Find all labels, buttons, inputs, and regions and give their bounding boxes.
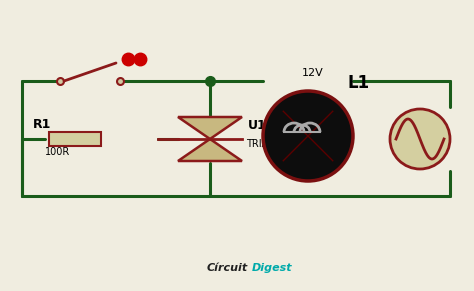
Polygon shape: [178, 117, 242, 139]
Text: TRIAC: TRIAC: [246, 139, 275, 149]
Circle shape: [263, 91, 353, 181]
Text: Círcuit: Círcuit: [207, 263, 248, 273]
Text: Digest: Digest: [252, 263, 292, 273]
FancyBboxPatch shape: [49, 132, 101, 146]
Text: 100R: 100R: [45, 147, 70, 157]
Text: U1: U1: [248, 119, 267, 132]
Text: R1: R1: [33, 118, 51, 131]
Circle shape: [390, 109, 450, 169]
Text: L1: L1: [348, 74, 370, 92]
Polygon shape: [178, 139, 242, 161]
Text: 12V: 12V: [302, 68, 324, 78]
